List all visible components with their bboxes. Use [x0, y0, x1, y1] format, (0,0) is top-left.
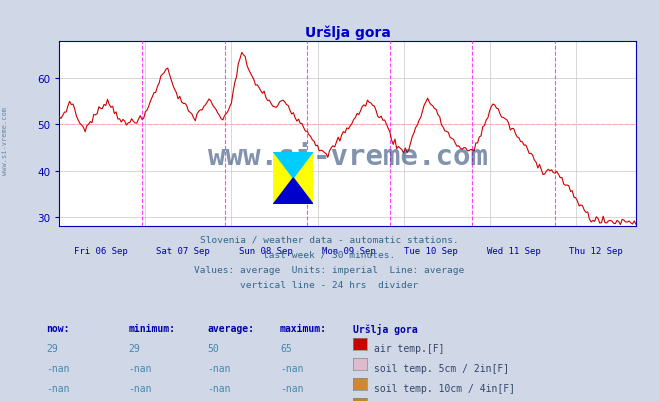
- Text: -nan: -nan: [280, 383, 304, 393]
- Text: 29: 29: [46, 343, 58, 353]
- Title: Uršlja gora: Uršlja gora: [304, 25, 391, 40]
- Text: Values: average  Units: imperial  Line: average: Values: average Units: imperial Line: av…: [194, 265, 465, 274]
- Text: vertical line - 24 hrs  divider: vertical line - 24 hrs divider: [241, 280, 418, 289]
- Text: maximum:: maximum:: [280, 323, 327, 333]
- Text: Tue 10 Sep: Tue 10 Sep: [404, 246, 458, 255]
- Text: -nan: -nan: [280, 363, 304, 373]
- Text: 50: 50: [208, 343, 219, 353]
- Text: -nan: -nan: [208, 383, 231, 393]
- Text: -nan: -nan: [129, 383, 152, 393]
- Text: Thu 12 Sep: Thu 12 Sep: [569, 246, 623, 255]
- Text: minimum:: minimum:: [129, 323, 175, 333]
- Text: Wed 11 Sep: Wed 11 Sep: [487, 246, 540, 255]
- Text: www.si-vreme.com: www.si-vreme.com: [2, 106, 9, 174]
- Polygon shape: [273, 152, 313, 178]
- Text: air temp.[F]: air temp.[F]: [374, 343, 444, 353]
- Text: Fri 06 Sep: Fri 06 Sep: [74, 246, 127, 255]
- Text: last week / 30 minutes.: last week / 30 minutes.: [264, 250, 395, 259]
- Text: Sat 07 Sep: Sat 07 Sep: [156, 246, 210, 255]
- Text: 65: 65: [280, 343, 292, 353]
- Polygon shape: [273, 178, 313, 205]
- Text: -nan: -nan: [46, 383, 70, 393]
- Text: -nan: -nan: [129, 363, 152, 373]
- Text: Mon 09 Sep: Mon 09 Sep: [322, 246, 376, 255]
- Text: -nan: -nan: [208, 363, 231, 373]
- Text: Sun 08 Sep: Sun 08 Sep: [239, 246, 293, 255]
- Text: www.si-vreme.com: www.si-vreme.com: [208, 142, 488, 170]
- Text: -nan: -nan: [46, 363, 70, 373]
- Text: Uršlja gora: Uršlja gora: [353, 323, 417, 334]
- Text: Slovenia / weather data - automatic stations.: Slovenia / weather data - automatic stat…: [200, 235, 459, 243]
- Text: soil temp. 10cm / 4in[F]: soil temp. 10cm / 4in[F]: [374, 383, 515, 393]
- Text: now:: now:: [46, 323, 70, 333]
- Text: 29: 29: [129, 343, 140, 353]
- Text: average:: average:: [208, 323, 254, 333]
- Text: soil temp. 5cm / 2in[F]: soil temp. 5cm / 2in[F]: [374, 363, 509, 373]
